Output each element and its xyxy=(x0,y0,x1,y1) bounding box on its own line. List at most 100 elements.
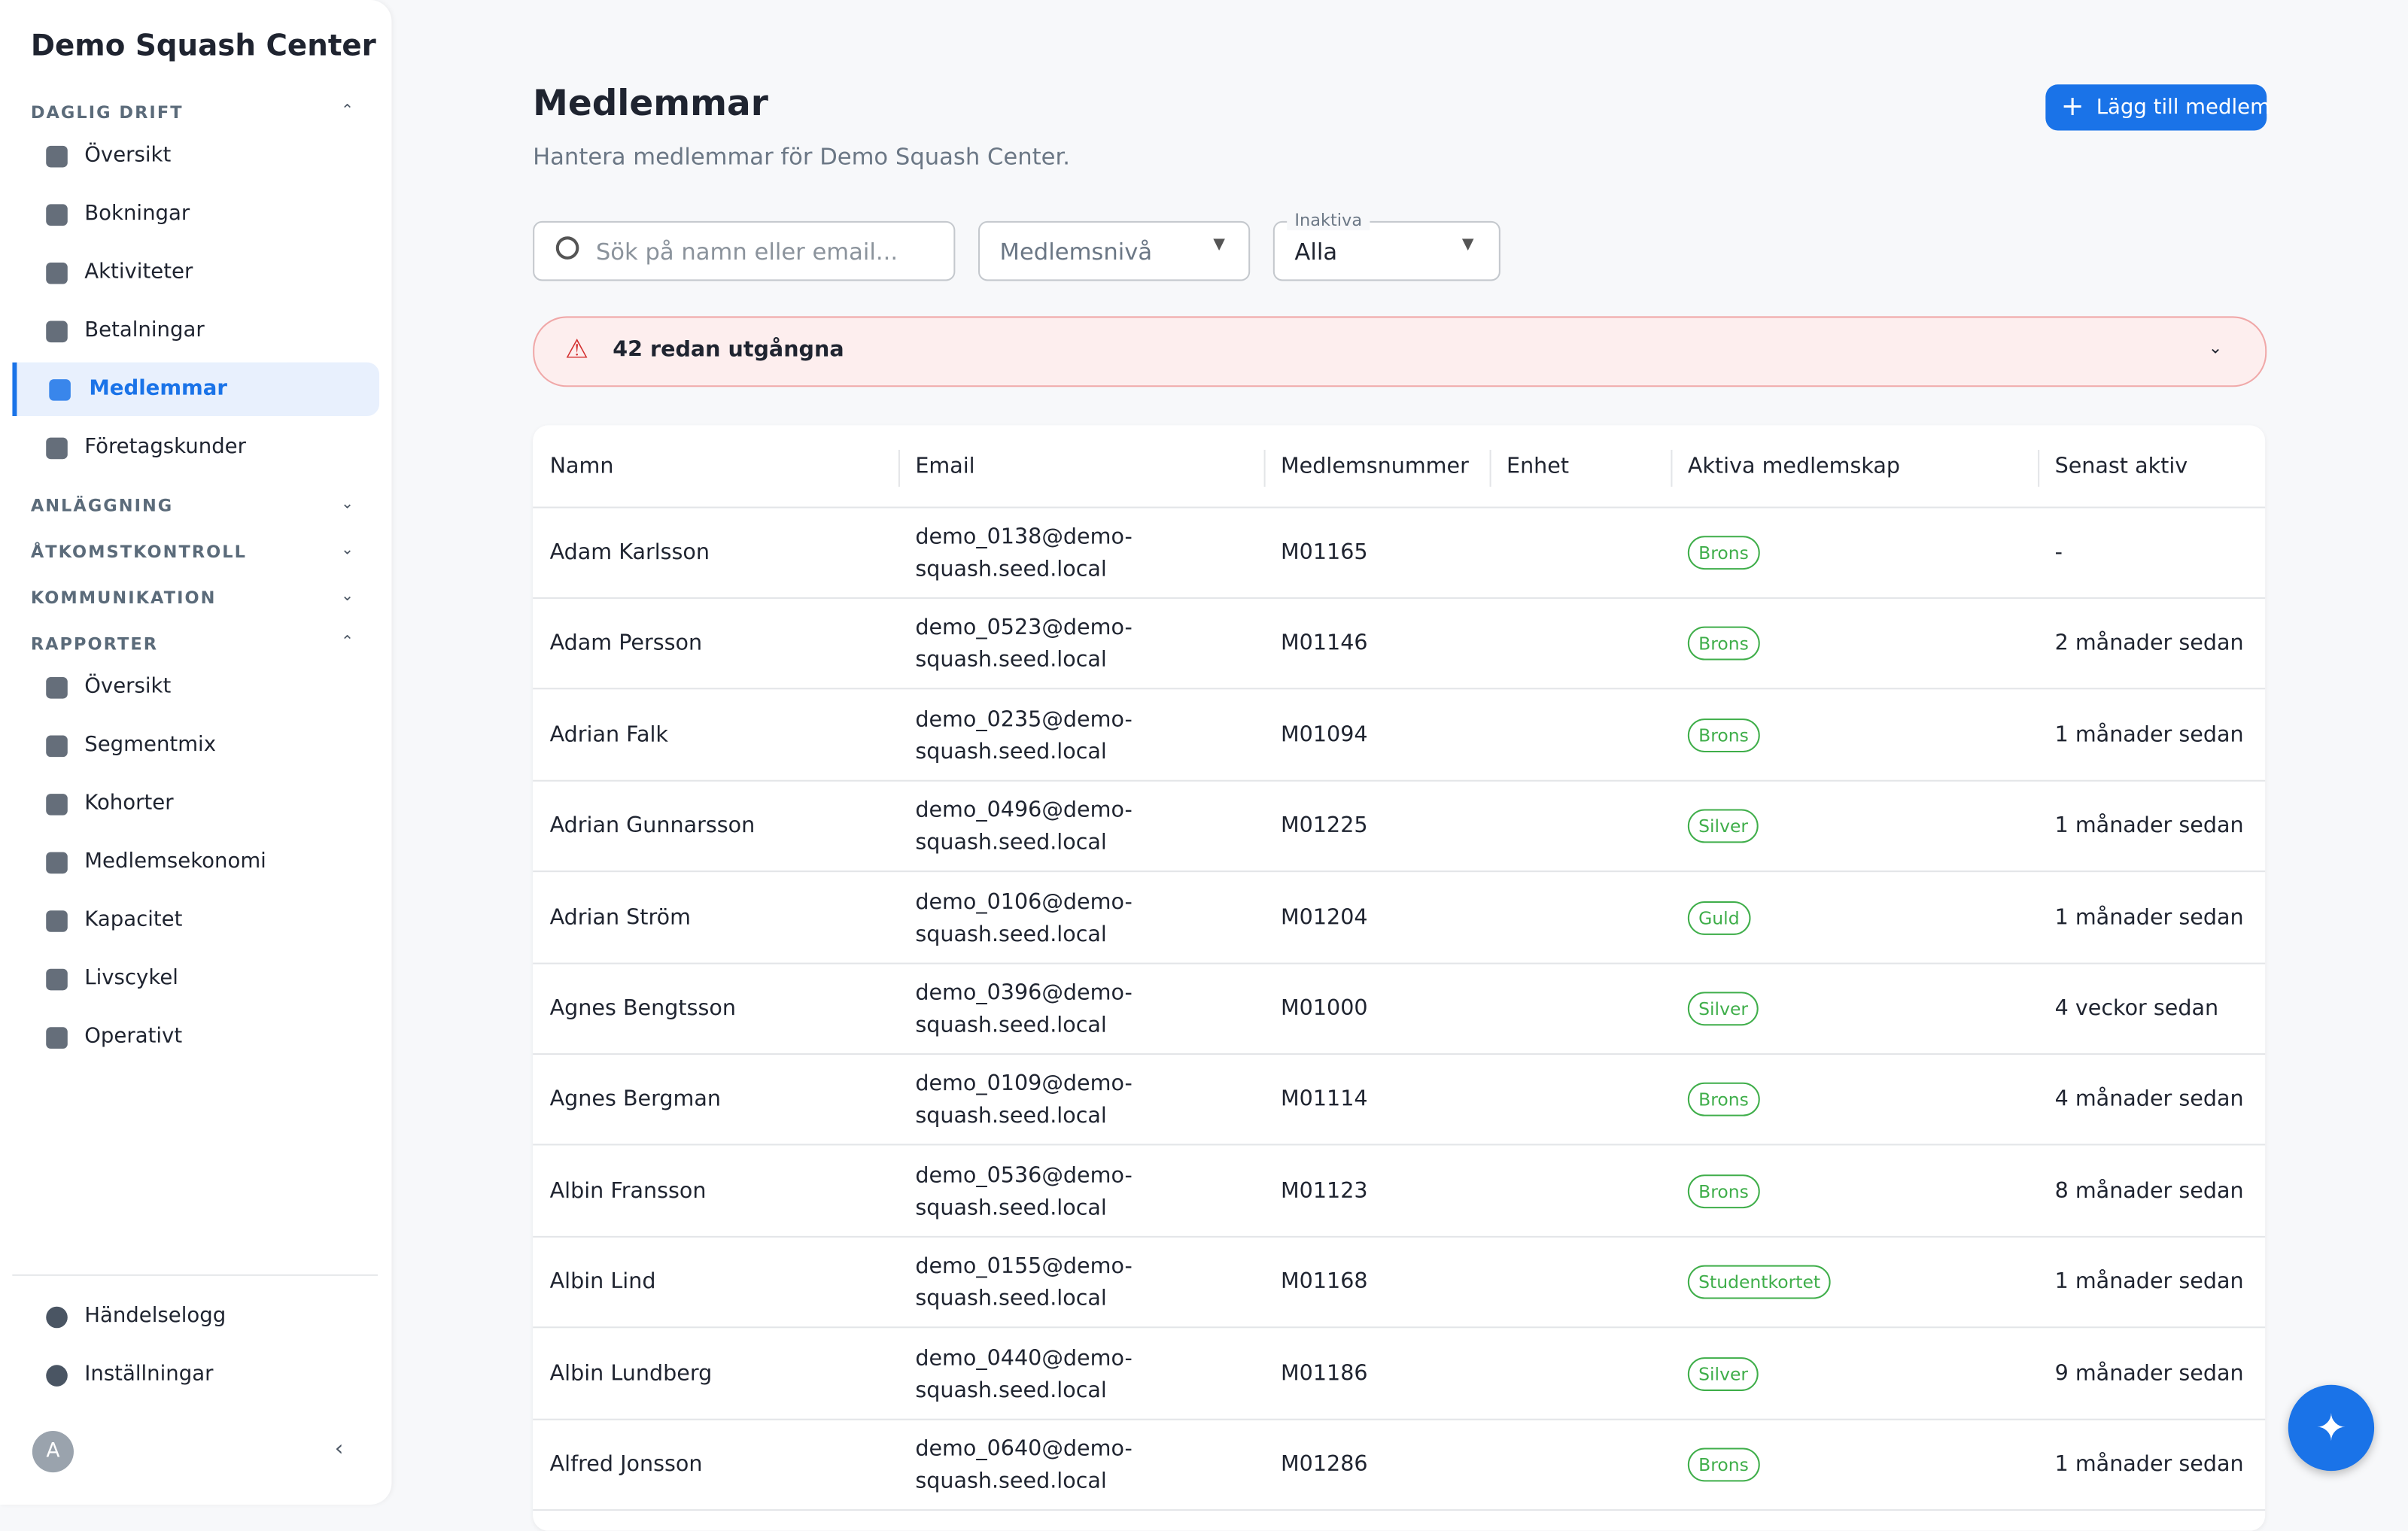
search-placeholder: Sök på namn eller email... xyxy=(595,238,898,266)
table-cell: Albin Lind xyxy=(549,1270,656,1295)
nav-item[interactable]: Översikt xyxy=(84,673,172,699)
nav-item[interactable]: Aktiviteter xyxy=(84,259,193,284)
table-cell: 4 veckor sedan xyxy=(2054,996,2219,1022)
nav-item[interactable]: Bokningar xyxy=(84,201,190,226)
nav-item[interactable]: Kapacitet xyxy=(84,907,183,932)
nav-item[interactable]: Operativt xyxy=(84,1024,183,1049)
table-row[interactable]: Agnes Bengtsson demo_0396@demo-squash.see… xyxy=(533,964,2266,1056)
nav-item[interactable]: Medlemmar xyxy=(89,375,227,401)
avatar[interactable]: A xyxy=(32,1431,74,1473)
table-row[interactable]: Albin Lind demo_0155@demo-squash.seed.loc… xyxy=(533,1238,2266,1329)
nav-item[interactable]: Medlemsekonomi xyxy=(84,849,266,874)
column-header[interactable]: Aktiva medlemskap xyxy=(1687,454,1901,479)
table-cell: Albin Lundberg xyxy=(549,1361,713,1387)
table-cell: 1 månader sedan xyxy=(2054,1270,2244,1295)
table-cell: M01204 xyxy=(1281,905,1368,930)
section-title[interactable]: RAPPORTER xyxy=(30,633,159,655)
alert-chevron: ⌄ xyxy=(2208,337,2223,358)
membership-badge: Silver xyxy=(1687,992,1759,1026)
nav-item[interactable]: Livscykel xyxy=(84,965,178,991)
divider xyxy=(12,1274,379,1276)
nav-icon xyxy=(46,320,68,343)
search-input[interactable]: Sök på namn eller email... xyxy=(533,220,956,281)
section-title[interactable]: ÅTKOMSTKONTROLL xyxy=(30,542,247,562)
email-cell: demo_0109@demo-squash.seed.local xyxy=(915,1072,1133,1129)
inactive-select[interactable]: Inaktiva Alla ▼ xyxy=(1272,210,1500,281)
column-header[interactable]: Medlemsnummer xyxy=(1281,454,1469,479)
table-row[interactable]: Adrian Gunnarsson demo_0496@demo-squash.s… xyxy=(533,782,2266,873)
table-cell: Adrian Gunnarsson xyxy=(549,814,756,839)
nav-icon xyxy=(46,1306,68,1329)
membership-badge: Brons xyxy=(1687,536,1760,570)
table-row[interactable]: Adrian Ström demo_0106@demo-squash.seed.l… xyxy=(533,873,2266,964)
nav-item[interactable]: Betalningar xyxy=(84,317,205,343)
section-title[interactable]: DAGLIG DRIFT xyxy=(30,102,184,123)
nav-item[interactable]: Företagskunder xyxy=(84,434,246,460)
members-table: Namn Email Medlemsnummer Enhet Aktiva medlem… xyxy=(533,425,2266,1531)
email-cell: demo_0440@demo-squash.seed.local xyxy=(915,1345,1133,1403)
table-cell: M01186 xyxy=(1281,1361,1368,1387)
section-chevron[interactable]: ⌃ xyxy=(341,633,354,652)
section-chevron[interactable]: ⌄ xyxy=(341,542,354,559)
column-header[interactable]: Namn xyxy=(549,454,614,479)
email-cell: demo_0235@demo-squash.seed.local xyxy=(915,707,1133,764)
column-divider xyxy=(898,449,900,487)
assistant-button[interactable]: ✦ xyxy=(2288,1384,2375,1472)
membership-badge: Brons xyxy=(1687,1174,1760,1208)
nav-icon xyxy=(46,145,68,168)
table-cell: - xyxy=(2054,540,2063,566)
nav-icon xyxy=(46,437,68,460)
page-title: Medlemmar xyxy=(533,84,768,125)
section-title[interactable]: KOMMUNIKATION xyxy=(30,588,217,609)
email-cell: demo_0396@demo-squash.seed.local xyxy=(915,981,1133,1038)
nav-item[interactable]: Segmentmix xyxy=(84,732,217,758)
table-row[interactable]: Adam Karlsson demo_0138@demo-squash.seed.… xyxy=(533,509,2266,599)
table-cell: Albin Fransson xyxy=(549,1178,707,1204)
table-cell: M01000 xyxy=(1281,996,1368,1022)
table-row[interactable]: Albin Fransson demo_0536@demo-squash.seed… xyxy=(533,1147,2266,1238)
table-row[interactable]: Adam Persson demo_0523@demo-squash.seed.l… xyxy=(533,600,2266,691)
table-cell: M01123 xyxy=(1281,1178,1368,1204)
table-row[interactable]: Albin Lundberg demo_0440@demo-squash.seed… xyxy=(533,1329,2266,1420)
search-icon xyxy=(555,236,579,260)
nav-icon xyxy=(46,852,68,874)
table-row[interactable]: Alfred Jonsson demo_0640@demo-squash.seed… xyxy=(533,1420,2266,1511)
table-cell: 8 månader sedan xyxy=(2054,1178,2244,1204)
table-row[interactable]: Agnes Bergman demo_0109@demo-squash.seed.… xyxy=(533,1056,2266,1147)
table-row[interactable]: Adrian Falk demo_0235@demo-squash.seed.lo… xyxy=(533,691,2266,782)
add-member-button[interactable]: + Lägg till medlem xyxy=(2045,84,2270,131)
active-highlight xyxy=(12,362,380,417)
membership-badge: Guld xyxy=(1687,901,1750,935)
expired-alert[interactable]: ⚠ 42 redan utgångna ⌄ xyxy=(533,316,2267,387)
section-chevron[interactable]: ⌄ xyxy=(341,496,354,513)
nav-icon xyxy=(46,262,68,284)
column-divider xyxy=(2038,449,2040,487)
footer-item[interactable]: Händelselogg xyxy=(84,1303,227,1329)
inactive-label: Inaktiva xyxy=(1287,210,1370,231)
column-header[interactable]: Email xyxy=(915,454,975,479)
nav-item[interactable]: Kohorter xyxy=(84,791,174,816)
section-chevron[interactable]: ⌄ xyxy=(341,588,354,606)
footer-item[interactable]: Inställningar xyxy=(84,1362,214,1387)
add-member-label: Lägg till medlem xyxy=(2096,95,2270,120)
section-title[interactable]: ANLÄGGNING xyxy=(30,496,174,516)
column-header[interactable]: Senast aktiv xyxy=(2054,454,2188,479)
membership-badge: Silver xyxy=(1687,1356,1759,1391)
table-cell: Adrian Ström xyxy=(549,905,691,930)
membership-badge: Studentkortet xyxy=(1687,1265,1832,1299)
level-select[interactable]: Medlemsnivå ▼ xyxy=(977,220,1251,281)
email-cell: demo_0523@demo-squash.seed.local xyxy=(915,616,1133,673)
nav-icon xyxy=(49,379,71,401)
table-cell: M01165 xyxy=(1281,540,1368,566)
collapse-button[interactable]: ‹ xyxy=(334,1437,344,1462)
table-cell: M01168 xyxy=(1281,1270,1368,1295)
membership-badge: Silver xyxy=(1687,809,1759,843)
column-header[interactable]: Enhet xyxy=(1507,454,1570,479)
nav-item[interactable]: Översikt xyxy=(84,142,172,168)
nav-icon xyxy=(46,968,68,991)
table-cell: 1 månader sedan xyxy=(2054,814,2244,839)
section-chevron[interactable]: ⌃ xyxy=(341,102,354,120)
table-cell: Agnes Bergman xyxy=(549,1087,721,1113)
